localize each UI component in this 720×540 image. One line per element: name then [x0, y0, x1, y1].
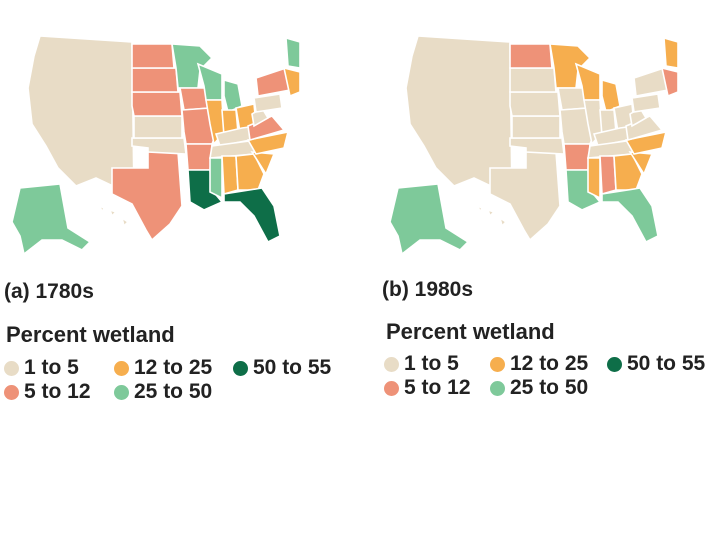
state-north-carolina	[624, 130, 668, 155]
state-georgia	[613, 153, 643, 191]
legend-item-50-to-55: 50 to 55	[607, 352, 705, 376]
legend-label: 1 to 5	[404, 352, 459, 375]
legend-swatch	[114, 384, 129, 400]
legend-item-25-to-50: 25 to 50	[490, 376, 588, 400]
legend-title: Percent wetland	[386, 319, 555, 344]
map-panel-1980s: (b) 1980s Percent wetland 1 to 5 5 to 12…	[378, 0, 720, 420]
legend-label: 12 to 25	[510, 352, 589, 375]
state-minnesota	[171, 43, 214, 89]
panel-caption: (a) 1780s	[4, 280, 94, 303]
legend-item-1-to-5: 1 to 5	[4, 356, 79, 380]
us-wetland-map-1980s	[389, 35, 678, 256]
state-alaska	[11, 183, 92, 256]
map-panel-1780s: (a) 1780s Percent wetland 1 to 5 5 to 12…	[0, 0, 360, 420]
state-arkansas	[563, 143, 591, 171]
state-north-dakota	[509, 43, 553, 69]
state-florida	[223, 187, 281, 244]
state-north-carolina	[246, 130, 290, 155]
state-south-dakota	[509, 67, 557, 93]
state-mississippi	[209, 157, 223, 200]
state-kansas	[133, 115, 183, 139]
legend-swatch	[4, 360, 19, 376]
legend-label: 12 to 25	[134, 356, 213, 379]
state-texas	[111, 147, 183, 242]
legend-item-1-to-5: 1 to 5	[384, 352, 459, 376]
legend-swatch	[384, 356, 399, 372]
state-oklahoma	[131, 137, 187, 155]
panel-caption: (b) 1980s	[382, 278, 474, 301]
legend-label: 5 to 12	[404, 376, 471, 399]
legend-label: 50 to 55	[627, 352, 706, 375]
state-arkansas	[185, 143, 213, 171]
legend-item-12-to-25: 12 to 25	[114, 356, 212, 380]
legend-swatch	[490, 380, 505, 396]
legend-item-50-to-55: 50 to 55	[233, 356, 331, 380]
state-alaska	[389, 183, 470, 256]
legend-swatch	[4, 384, 19, 400]
legend-item-5-to-12: 5 to 12	[4, 380, 91, 404]
legend-label: 50 to 55	[253, 356, 332, 379]
state-hawaii	[98, 204, 130, 228]
legend-label: 25 to 50	[134, 380, 213, 403]
state-south-dakota	[131, 67, 179, 93]
state-nebraska	[131, 91, 183, 117]
legend-swatch	[114, 360, 129, 376]
legend-swatch	[607, 356, 622, 372]
legend-label: 25 to 50	[510, 376, 589, 399]
state-minnesota	[549, 43, 592, 89]
state-mississippi	[587, 157, 601, 200]
state-michigan	[223, 78, 243, 114]
legend-item-12-to-25: 12 to 25	[490, 352, 588, 376]
legend-label: 1 to 5	[24, 356, 79, 379]
legend-swatch	[233, 360, 248, 376]
legend-item-25-to-50: 25 to 50	[114, 380, 212, 404]
state-north-dakota	[131, 43, 175, 69]
state-nebraska	[509, 91, 561, 117]
legend-item-5-to-12: 5 to 12	[384, 376, 471, 400]
state-maine	[285, 36, 300, 69]
legend-label: 5 to 12	[24, 380, 91, 403]
state-florida	[601, 187, 659, 244]
state-pennsylvania	[253, 93, 283, 113]
state-kansas	[511, 115, 561, 139]
state-texas	[489, 147, 561, 242]
state-new-england	[282, 66, 300, 98]
us-wetland-map-1780s	[11, 35, 300, 256]
state-georgia	[235, 153, 265, 191]
state-pennsylvania	[631, 93, 661, 113]
state-maine	[663, 36, 678, 69]
legend-swatch	[490, 356, 505, 372]
state-michigan	[601, 78, 621, 114]
state-new-england	[660, 66, 678, 98]
legend-title: Percent wetland	[6, 322, 175, 347]
state-hawaii	[476, 204, 508, 228]
legend-swatch	[384, 380, 399, 396]
state-oklahoma	[509, 137, 565, 155]
